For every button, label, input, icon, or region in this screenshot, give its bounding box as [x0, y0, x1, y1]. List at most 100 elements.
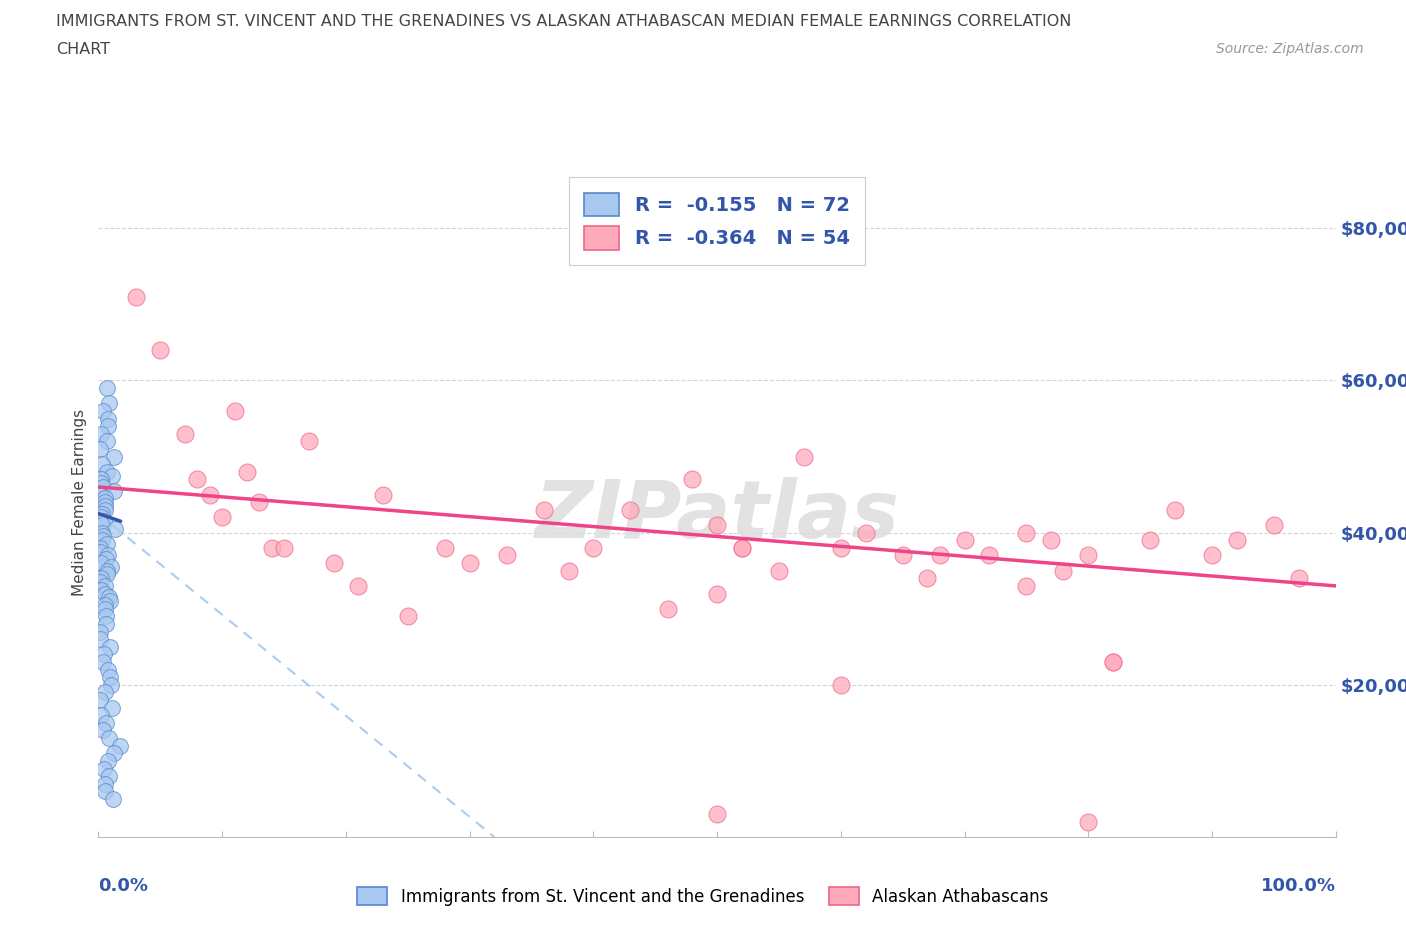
Point [90, 555, 112, 570]
Point [224, 404, 246, 418]
Point [1263, 518, 1285, 533]
Point [93, 513, 115, 528]
Text: 0.0%: 0.0% [98, 877, 149, 896]
Point [236, 464, 259, 479]
Point [90, 582, 112, 597]
Point [89, 544, 111, 559]
Point [247, 495, 270, 510]
Point [706, 518, 728, 533]
Point [103, 484, 125, 498]
Point [94, 617, 117, 631]
Point [97, 548, 120, 563]
Point [928, 548, 950, 563]
Point [855, 525, 877, 540]
Point [90, 518, 112, 533]
Point [1288, 571, 1310, 586]
Point [96, 380, 118, 395]
Point [91, 480, 114, 495]
Point [533, 502, 555, 517]
Point [91, 404, 114, 418]
Point [89, 487, 111, 502]
Point [1015, 525, 1038, 540]
Point [1226, 533, 1249, 548]
Point [93, 761, 115, 776]
Point [793, 449, 815, 464]
Point [97, 753, 120, 768]
Point [706, 806, 728, 821]
Point [1077, 548, 1099, 563]
Point [98, 639, 121, 654]
Point [89, 575, 111, 590]
Point [917, 571, 939, 586]
Point [91, 723, 114, 737]
Point [186, 472, 208, 486]
Point [681, 472, 703, 486]
Point [557, 564, 579, 578]
Point [768, 564, 790, 578]
Point [103, 522, 125, 537]
Point [1052, 564, 1074, 578]
Point [96, 464, 118, 479]
Point [657, 602, 679, 617]
Point [89, 693, 111, 708]
Point [97, 662, 120, 677]
Point [322, 555, 344, 570]
Point [97, 411, 120, 426]
Point [371, 487, 394, 502]
Point [91, 525, 114, 540]
Point [90, 708, 112, 723]
Point [731, 540, 754, 555]
Point [98, 396, 121, 411]
Point [94, 602, 117, 617]
Point [94, 491, 117, 506]
Y-axis label: Median Female Earnings: Median Female Earnings [72, 408, 87, 596]
Point [94, 685, 117, 700]
Point [124, 289, 146, 304]
Point [433, 540, 456, 555]
Point [273, 540, 295, 555]
Text: ZIPatlas: ZIPatlas [534, 476, 900, 554]
Point [1040, 533, 1063, 548]
Point [582, 540, 605, 555]
Point [96, 609, 118, 624]
Point [89, 624, 111, 639]
Point [100, 560, 122, 575]
Point [174, 426, 197, 441]
Point [953, 533, 976, 548]
Point [90, 476, 112, 491]
Text: IMMIGRANTS FROM ST. VINCENT AND THE GRENADINES VS ALASKAN ATHABASCAN MEDIAN FEMA: IMMIGRANTS FROM ST. VINCENT AND THE GREN… [56, 14, 1071, 29]
Point [94, 777, 117, 791]
Point [98, 593, 121, 608]
Point [103, 449, 125, 464]
Point [298, 434, 321, 449]
Point [731, 540, 754, 555]
Point [97, 418, 120, 433]
Point [100, 700, 122, 715]
Point [93, 647, 115, 662]
Point [103, 746, 125, 761]
Point [94, 498, 117, 513]
Point [1015, 578, 1038, 593]
Point [458, 555, 481, 570]
Point [100, 677, 122, 692]
Point [396, 609, 419, 624]
Legend: R =  -0.155   N = 72, R =  -0.364   N = 54: R = -0.155 N = 72, R = -0.364 N = 54 [568, 177, 866, 265]
Text: Source: ZipAtlas.com: Source: ZipAtlas.com [1216, 42, 1364, 56]
Point [96, 434, 118, 449]
Point [1102, 655, 1125, 670]
Point [495, 548, 517, 563]
Point [100, 468, 122, 483]
Point [1164, 502, 1187, 517]
Point [198, 487, 221, 502]
Legend: Immigrants from St. Vincent and the Grenadines, Alaskan Athabascans: Immigrants from St. Vincent and the Gren… [350, 881, 1056, 912]
Point [97, 769, 120, 784]
Point [91, 529, 114, 544]
Point [94, 551, 117, 566]
Point [830, 540, 852, 555]
Text: CHART: CHART [56, 42, 110, 57]
Point [1201, 548, 1223, 563]
Point [90, 472, 112, 486]
Point [98, 670, 121, 684]
Point [89, 442, 111, 457]
Point [1077, 815, 1099, 830]
